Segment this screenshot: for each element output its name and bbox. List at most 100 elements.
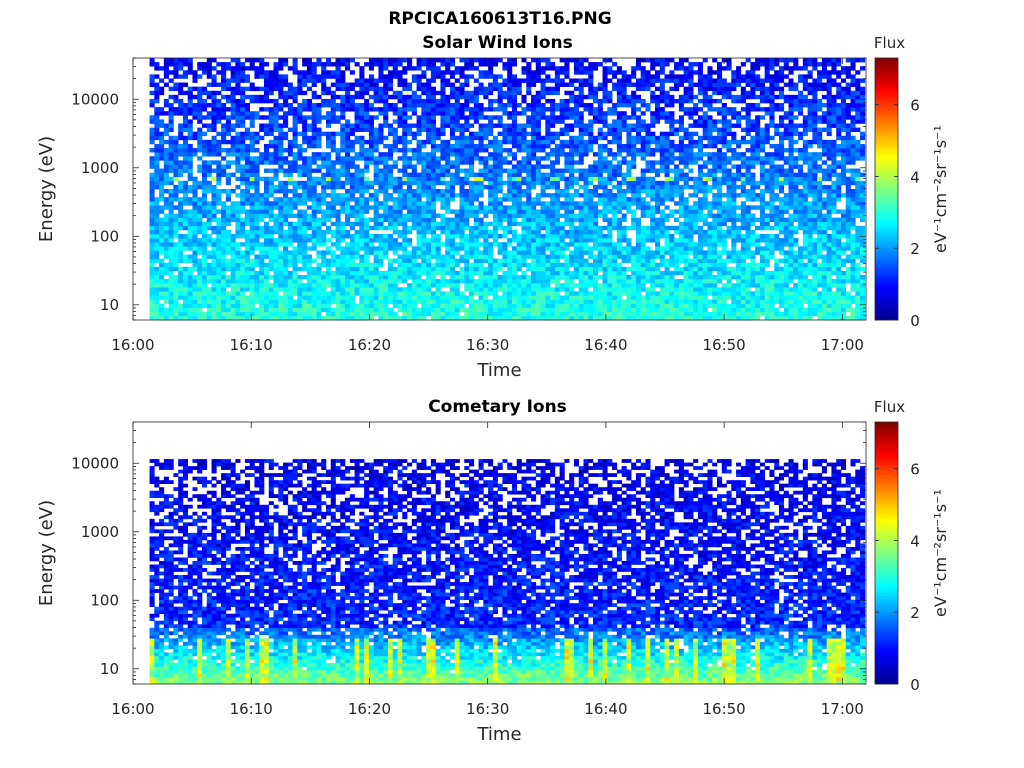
heatmap-cell: [221, 283, 227, 288]
heatmap-cell: [573, 217, 580, 223]
heatmap-cell: [359, 283, 365, 288]
heatmap-cell: [297, 131, 303, 137]
heatmap-cell: [359, 229, 365, 235]
heatmap-cell: [502, 279, 508, 284]
heatmap-cell: [316, 139, 322, 145]
heatmap-cell: [535, 250, 541, 255]
heatmap-cell: [526, 160, 532, 165]
heatmap-cell: [306, 189, 312, 194]
heatmap-cell: [531, 250, 537, 255]
heatmap-cell: [249, 303, 255, 309]
heatmap-cell: [445, 148, 451, 153]
heatmap-cell: [421, 242, 427, 247]
heatmap-cell: [192, 283, 198, 288]
heatmap-cell: [340, 303, 346, 309]
heatmap-cell: [478, 123, 484, 128]
heatmap-cell: [383, 291, 389, 296]
heatmap-cell: [368, 86, 374, 92]
heatmap-cell: [416, 193, 422, 198]
heatmap-cell: [445, 107, 451, 112]
heatmap-cell: [335, 193, 341, 198]
heatmap-cell: [507, 229, 513, 235]
heatmap-cell: [378, 307, 384, 313]
heatmap-cell: [292, 131, 298, 137]
heatmap-cell: [154, 246, 160, 251]
heatmap-cell: [583, 143, 589, 149]
heatmap-cell: [488, 70, 494, 75]
heatmap-cell: [535, 283, 541, 288]
heatmap-cell: [392, 246, 398, 251]
heatmap-cell: [521, 242, 527, 247]
heatmap-cell: [302, 90, 308, 96]
heatmap-cell: [206, 189, 212, 194]
heatmap-cell: [159, 315, 165, 321]
heatmap-cell: [340, 279, 346, 284]
heatmap-cell: [483, 311, 489, 317]
heatmap-cell: [559, 139, 565, 145]
heatmap-cell: [278, 127, 284, 132]
heatmap-cell: [497, 274, 503, 280]
heatmap-cell: [411, 205, 417, 210]
heatmap-cell: [516, 213, 522, 218]
heatmap-cell: [516, 242, 522, 247]
heatmap-cell: [550, 66, 556, 71]
heatmap-cell: [259, 74, 265, 79]
heatmap-cell: [197, 299, 203, 304]
heatmap-cell: [321, 229, 327, 235]
heatmap-cell: [407, 283, 413, 288]
heatmap-cell: [354, 279, 360, 284]
heatmap-cell: [259, 283, 265, 288]
heatmap-cell: [440, 180, 446, 186]
heatmap-cell: [430, 283, 436, 288]
heatmap-cell: [383, 62, 389, 67]
heatmap-cell: [449, 131, 456, 137]
heatmap-cell: [192, 234, 198, 239]
heatmap-cell: [345, 295, 351, 300]
heatmap-cell: [230, 152, 236, 157]
heatmap-cell: [483, 115, 489, 120]
heatmap-cell: [368, 148, 374, 153]
heatmap-cell: [402, 164, 408, 169]
heatmap-cell: [426, 221, 432, 227]
heatmap-cell: [392, 127, 398, 132]
heatmap-cell: [206, 291, 212, 296]
heatmap-cell: [283, 258, 289, 263]
heatmap-cell: [149, 258, 155, 263]
heatmap-cell: [440, 98, 446, 104]
heatmap-cell: [516, 307, 522, 313]
heatmap-cell: [497, 115, 503, 120]
heatmap-cell: [492, 164, 498, 169]
heatmap-cell: [478, 209, 484, 214]
heatmap-cell: [240, 143, 246, 149]
heatmap-cell: [244, 295, 250, 300]
heatmap-cell: [206, 274, 212, 280]
heatmap-cell: [249, 139, 255, 145]
heatmap-cell: [168, 303, 174, 309]
heatmap-cell: [216, 303, 222, 309]
heatmap-cell: [330, 115, 336, 120]
heatmap-cell: [516, 246, 522, 251]
heatmap-cell: [559, 246, 565, 251]
heatmap-cell: [540, 242, 546, 247]
heatmap-cell: [240, 119, 246, 124]
heatmap-cell: [340, 94, 346, 100]
heatmap-cell: [340, 168, 346, 173]
heatmap-cell: [187, 213, 193, 218]
heatmap-cell: [564, 74, 570, 79]
heatmap-cell: [516, 78, 522, 83]
heatmap-cell: [368, 78, 374, 83]
heatmap-cell: [154, 143, 160, 149]
heatmap-cell: [540, 193, 546, 198]
heatmap-cell: [368, 270, 374, 276]
heatmap-cell: [216, 258, 222, 263]
heatmap-cell: [340, 148, 346, 153]
heatmap-cell: [454, 209, 460, 214]
heatmap-cell: [588, 270, 594, 276]
heatmap-cell: [459, 307, 465, 313]
heatmap-cell: [316, 119, 322, 124]
heatmap-cell: [387, 291, 394, 296]
heatmap-cell: [440, 148, 446, 153]
heatmap-cell: [273, 238, 279, 243]
heatmap-cell: [182, 242, 188, 247]
heatmap-cell: [378, 107, 384, 112]
